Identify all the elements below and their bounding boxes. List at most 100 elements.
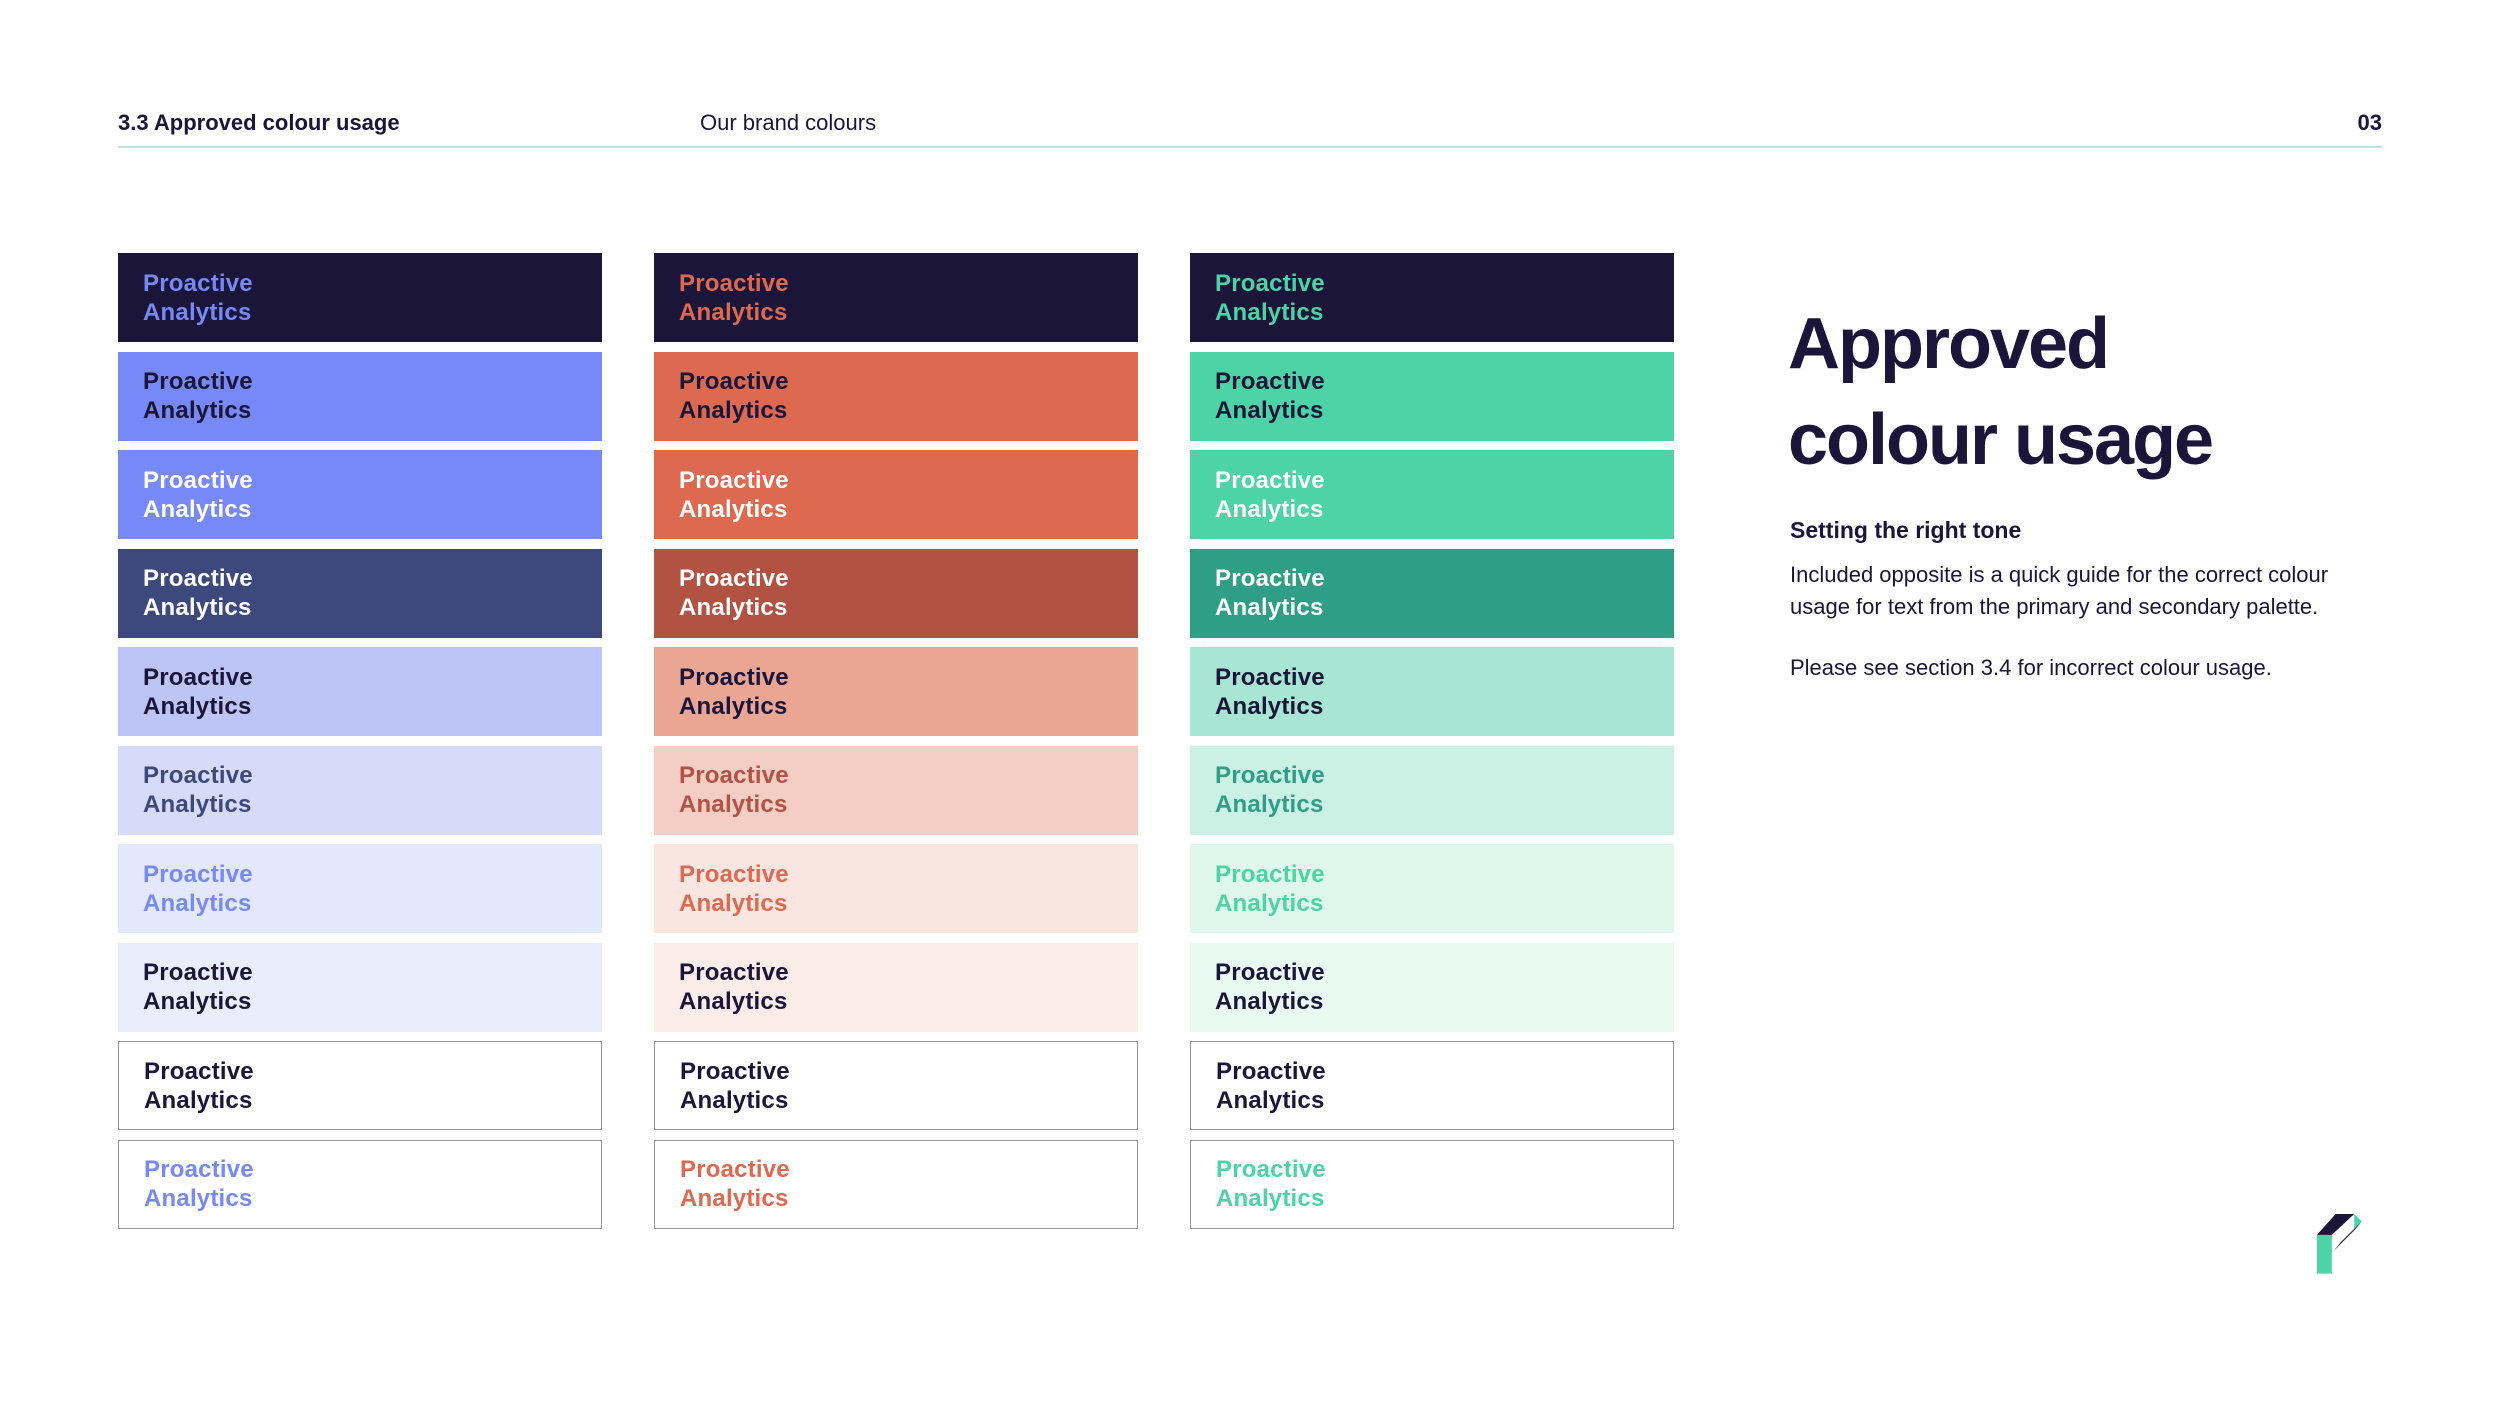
swatch-coral-row-9: Proactive Analytics: [654, 1041, 1138, 1130]
swatch-grid: Proactive Analytics Proactive Analytics Proa…: [118, 253, 1676, 1230]
panel-paragraph-1: Included opposite is a quick guide for t…: [1790, 562, 2329, 619]
swatch-label-line-2: Analytics: [1215, 889, 1324, 917]
swatch-blue-row-9: Proactive Analytics: [118, 1041, 602, 1130]
logo-return-band: [2333, 1221, 2362, 1252]
swatch-label-line-1: Proactive: [143, 959, 253, 986]
swatch-label-line-1: Proactive: [1215, 565, 1325, 592]
swatch-green-row-4: Proactive Analytics: [1190, 548, 1674, 638]
logo-top-band: [2316, 1213, 2355, 1235]
swatch-green-row-6: Proactive Analytics: [1190, 745, 1674, 835]
header-section-label: 3.3 Approved colour usage: [118, 110, 400, 135]
swatch-blue-row-1: Proactive Analytics: [118, 253, 602, 342]
swatch-green-row-3: Proactive Analytics: [1190, 450, 1674, 539]
swatch-coral-row-3: Proactive Analytics: [654, 450, 1138, 539]
swatch-label-line-2: Analytics: [1216, 1086, 1325, 1114]
swatch-blue-row-7: Proactive Analytics: [118, 844, 602, 933]
swatch-column-green: Proactive Analytics Proactive Analytics Proa…: [1190, 253, 1674, 1229]
logo-fold-triangle: [2354, 1213, 2362, 1231]
swatch-label-line-1: Proactive: [1215, 959, 1325, 986]
swatch-green-row-1: Proactive Analytics: [1190, 253, 1674, 342]
swatch-blue-row-10: Proactive Analytics: [118, 1139, 602, 1229]
swatch-label-line-1: Proactive: [1215, 860, 1325, 888]
swatch-label-line-2: Analytics: [143, 988, 252, 1015]
swatch-coral-row-2: Proactive Analytics: [654, 351, 1138, 441]
swatch-coral-row-1: Proactive Analytics: [654, 253, 1138, 342]
panel-paragraph-2: Please see section 3.4 for incorrect col…: [1790, 655, 2272, 680]
swatch-label-line-1: Proactive: [679, 368, 789, 395]
swatch-label-line-1: Proactive: [1216, 1057, 1326, 1085]
swatch-label-line-1: Proactive: [679, 663, 789, 691]
swatch-label-line-1: Proactive: [679, 269, 789, 297]
swatch-label-line-2: Analytics: [679, 791, 788, 818]
swatch-label-line-1: Proactive: [143, 368, 253, 395]
swatch-label-line-2: Analytics: [679, 988, 788, 1015]
swatch-label-line-2: Analytics: [143, 397, 252, 424]
swatch-label-line-1: Proactive: [679, 959, 789, 986]
swatch-label-line-2: Analytics: [144, 1185, 253, 1212]
swatch-coral-row-6: Proactive Analytics: [654, 745, 1138, 835]
swatch-label-line-2: Analytics: [679, 692, 788, 720]
swatch-label-line-2: Analytics: [679, 397, 788, 424]
swatch-label-line-2: Analytics: [143, 298, 252, 326]
swatch-label-line-2: Analytics: [1215, 397, 1324, 424]
swatch-label-line-1: Proactive: [143, 466, 253, 494]
swatch-label-line-2: Analytics: [143, 495, 252, 523]
brand-logo-icon: [2316, 1213, 2362, 1274]
swatch-label-line-1: Proactive: [144, 1156, 254, 1183]
swatch-label-line-2: Analytics: [1215, 298, 1324, 326]
swatch-column-blue: Proactive Analytics Proactive Analytics Proa…: [118, 253, 602, 1229]
swatch-label-line-1: Proactive: [143, 269, 253, 297]
swatch-label-line-1: Proactive: [1216, 1156, 1326, 1183]
swatch-label-line-2: Analytics: [680, 1086, 789, 1114]
logo-stem: [2316, 1234, 2332, 1274]
page-title: Approved colour usage: [1788, 304, 2214, 480]
swatch-label-line-2: Analytics: [1215, 692, 1324, 720]
swatch-label-line-1: Proactive: [1215, 368, 1325, 395]
swatch-coral-row-8: Proactive Analytics: [654, 942, 1138, 1032]
swatch-blue-row-4: Proactive Analytics: [118, 548, 602, 638]
swatch-coral-row-5: Proactive Analytics: [654, 647, 1138, 736]
header-divider: [118, 146, 2382, 148]
swatch-label-line-2: Analytics: [143, 889, 252, 917]
swatch-blue-row-2: Proactive Analytics: [118, 351, 602, 441]
swatch-label-line-1: Proactive: [679, 466, 789, 494]
swatch-blue-row-5: Proactive Analytics: [118, 647, 602, 736]
swatch-label-line-2: Analytics: [679, 889, 788, 917]
swatch-label-line-2: Analytics: [143, 594, 252, 621]
swatch-column-coral: Proactive Analytics Proactive Analytics Proa…: [654, 253, 1138, 1229]
swatch-label-line-2: Analytics: [679, 495, 788, 523]
swatch-label-line-2: Analytics: [144, 1086, 253, 1114]
swatch-label-line-1: Proactive: [680, 1057, 790, 1085]
swatch-coral-row-7: Proactive Analytics: [654, 844, 1138, 933]
swatch-label-line-2: Analytics: [679, 298, 788, 326]
swatch-blue-row-8: Proactive Analytics: [118, 942, 602, 1032]
swatch-coral-row-10: Proactive Analytics: [654, 1139, 1138, 1229]
swatch-blue-row-3: Proactive Analytics: [118, 450, 602, 539]
swatch-green-row-2: Proactive Analytics: [1190, 351, 1674, 441]
swatch-label-line-1: Proactive: [1215, 466, 1325, 494]
swatch-label-line-2: Analytics: [1215, 791, 1324, 818]
swatch-coral-row-4: Proactive Analytics: [654, 548, 1138, 638]
swatch-label-line-2: Analytics: [1215, 594, 1324, 621]
swatch-label-line-1: Proactive: [143, 762, 253, 789]
swatch-green-row-5: Proactive Analytics: [1190, 647, 1674, 736]
swatch-label-line-1: Proactive: [143, 565, 253, 592]
swatch-label-line-1: Proactive: [679, 860, 789, 888]
panel-subtitle: Setting the right tone: [1790, 517, 2022, 543]
swatch-label-line-1: Proactive: [680, 1156, 790, 1183]
header-page-number: 03: [2357, 110, 2382, 135]
swatch-label-line-1: Proactive: [143, 860, 253, 888]
swatch-label-line-2: Analytics: [1215, 495, 1324, 523]
swatch-label-line-1: Proactive: [143, 663, 253, 691]
swatch-label-line-2: Analytics: [143, 692, 252, 720]
swatch-label-line-1: Proactive: [679, 565, 789, 592]
swatch-label-line-2: Analytics: [1215, 988, 1324, 1015]
swatch-green-row-9: Proactive Analytics: [1190, 1041, 1674, 1130]
swatch-label-line-1: Proactive: [1215, 269, 1325, 297]
swatch-label-line-2: Analytics: [680, 1185, 789, 1212]
swatch-green-row-8: Proactive Analytics: [1190, 942, 1674, 1032]
header-center-label: Our brand colours: [700, 110, 877, 135]
swatch-label-line-2: Analytics: [143, 791, 252, 818]
swatch-label-line-2: Analytics: [679, 594, 788, 621]
swatch-label-line-1: Proactive: [144, 1057, 254, 1085]
